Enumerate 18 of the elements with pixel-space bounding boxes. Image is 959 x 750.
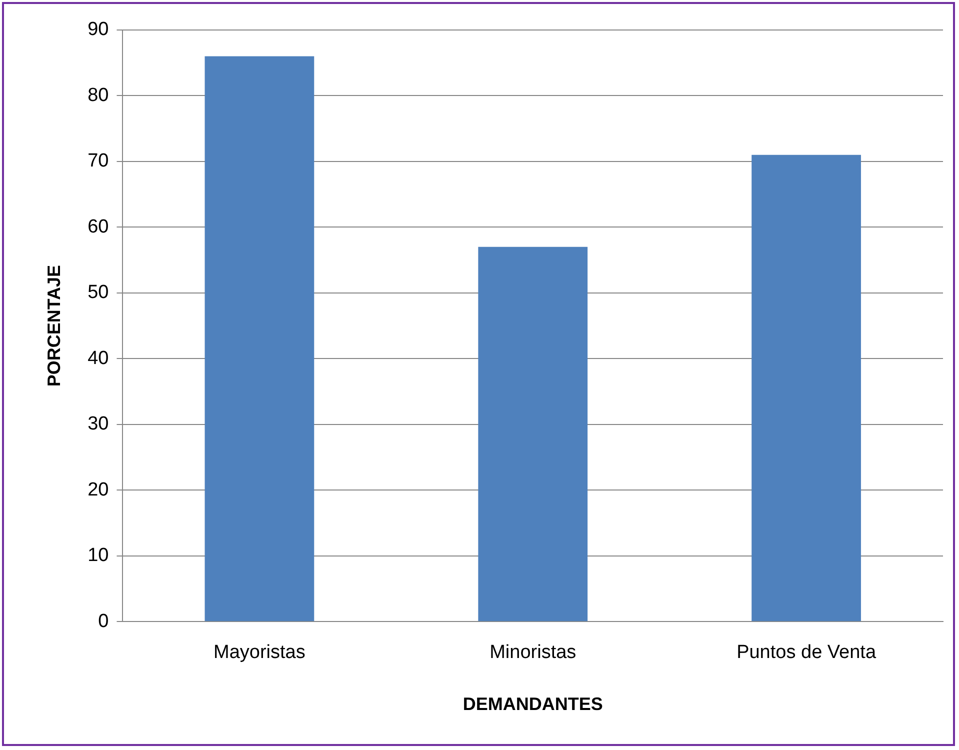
y-tick-label: 80 <box>88 84 109 106</box>
y-axis-title: PORCENTAJE <box>44 264 64 387</box>
y-tick-label: 0 <box>98 610 109 632</box>
bar <box>752 154 861 622</box>
bar <box>204 56 314 622</box>
y-tick-label: 30 <box>88 414 109 435</box>
y-tick-label: 70 <box>88 150 109 172</box>
y-tick-label: 40 <box>88 348 109 369</box>
y-tick-label: 50 <box>88 282 109 304</box>
y-tick-label: 90 <box>88 19 109 40</box>
x-tick-label: Minoristas <box>490 642 576 664</box>
y-tick-label: 10 <box>88 545 109 566</box>
y-tick-label: 60 <box>88 216 109 238</box>
x-tick-label: Mayoristas <box>214 642 306 664</box>
x-tick-label: Puntos de Venta <box>736 642 876 664</box>
x-axis-title: DEMANDANTES <box>462 694 603 714</box>
y-tick-label: 20 <box>88 479 109 500</box>
bar <box>478 246 588 622</box>
